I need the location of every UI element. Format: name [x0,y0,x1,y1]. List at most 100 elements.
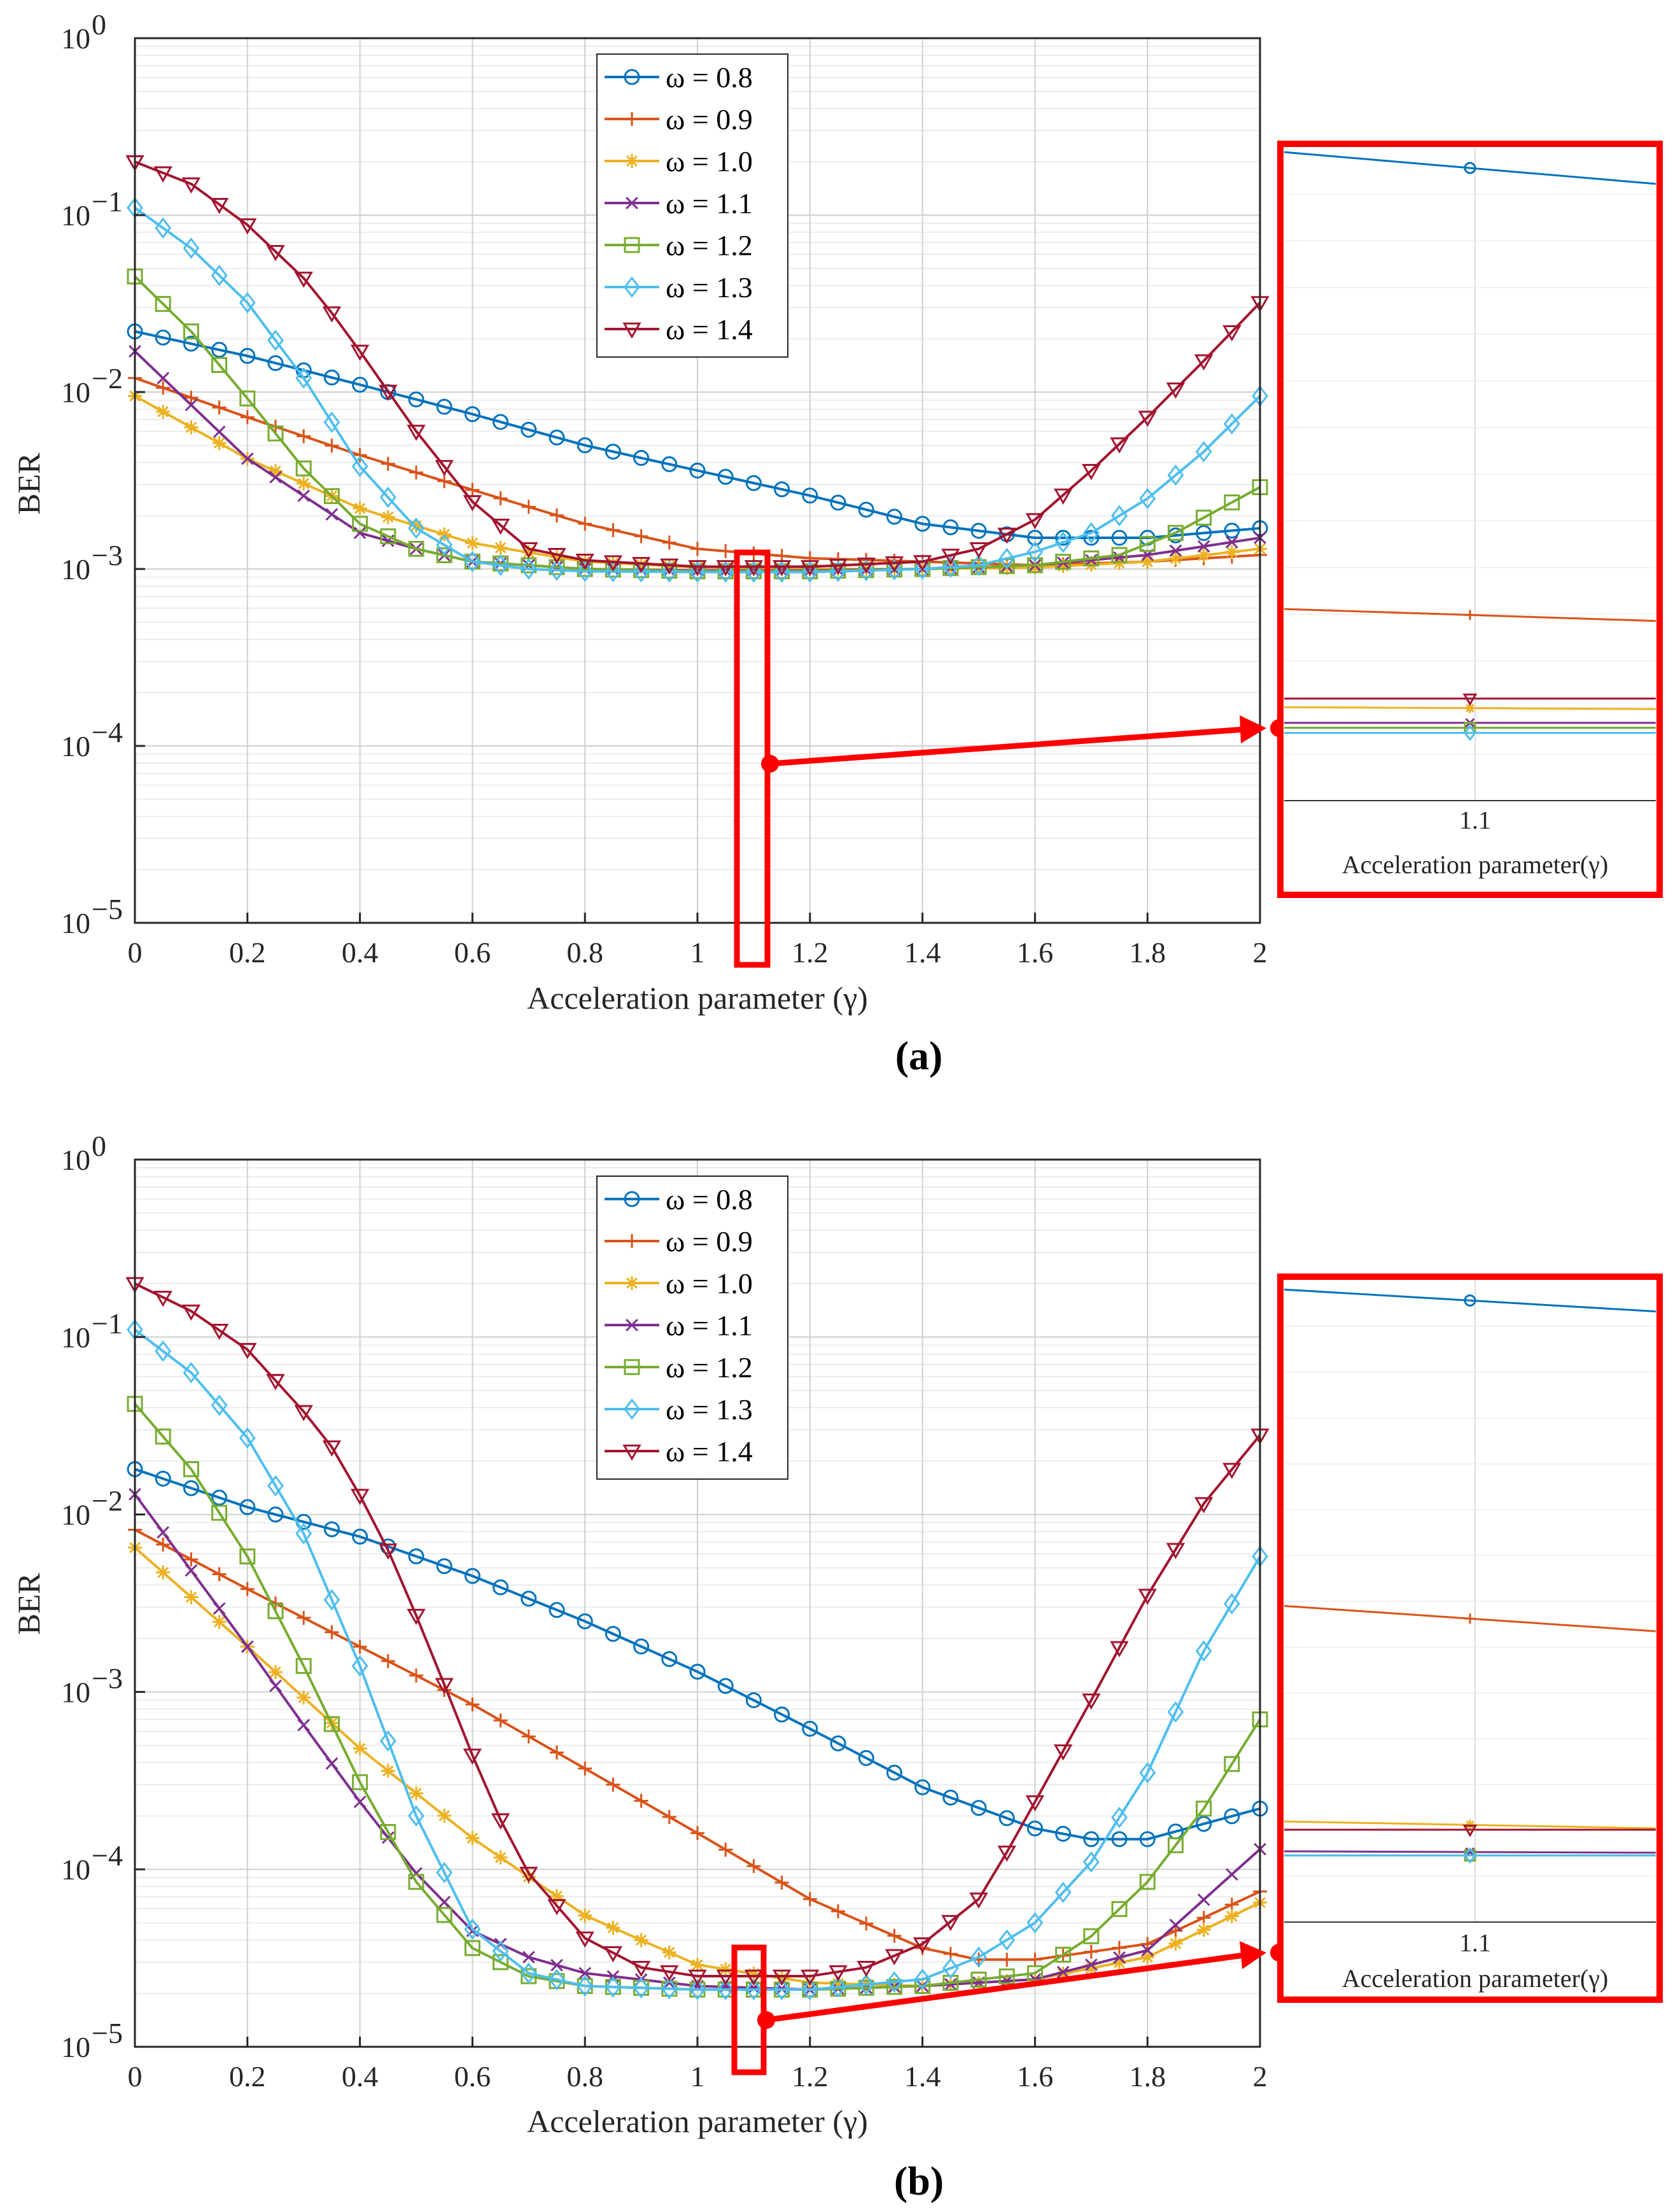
data-point [1055,554,1072,570]
data-point [716,560,735,577]
x-tick-label: 0.4 [342,936,379,969]
inset-series-omega-0.8 [1284,151,1656,185]
x-tick-label: 0.2 [229,2060,266,2093]
data-point [323,1716,340,1732]
data-point [240,410,255,425]
data-point [550,1958,563,1972]
data-point [662,535,676,550]
data-point [352,1528,368,1545]
data-point [493,1954,509,1970]
data-point [941,549,960,565]
y-tick-label: 10 [61,2031,90,2063]
data-point [829,559,848,575]
data-point [662,1976,676,1990]
data-point [325,439,339,453]
data-point [181,177,201,194]
data-point [1082,1851,1100,1873]
data-point [239,1548,256,1565]
series-omega-1.3 [127,197,1268,583]
x-tick-label: 2 [1253,2060,1268,2093]
data-point [267,425,284,442]
inset-series-omega-1.3 [1284,724,1656,741]
panel-b-label: (b) [894,2158,944,2203]
data-point [1083,1928,1100,1944]
y-tick-exponent: −4 [92,1839,123,1872]
panel-a-arrow-dot-start [761,755,779,773]
data-point [772,560,792,577]
data-point [1224,1756,1240,1772]
data-point [830,1976,846,1998]
data-point [1169,544,1182,558]
panel-b-xlabel: Acceleration parameter (γ) [527,2103,868,2139]
data-point [773,1979,790,2000]
series-line [134,1468,1261,1841]
data-point [1112,1941,1126,1955]
data-point [744,560,764,577]
data-point [1196,524,1212,541]
legend-marker [625,154,639,168]
series-line [134,330,1261,540]
data-point [577,560,594,582]
data-point [1026,530,1043,546]
panel-a-inset-xtick: 1.1 [1459,806,1491,834]
data-point [520,558,537,580]
data-point [267,1506,284,1523]
data-point [886,559,903,580]
data-point [1224,523,1240,539]
data-point [886,1971,903,1993]
data-point [1167,464,1184,486]
data-point [213,1602,226,1615]
data-point [942,1789,959,1806]
legend-item-omega-0.8: ω = 0.8 [605,1183,753,1216]
data-point [239,291,256,314]
data-point [661,1977,678,2000]
data-point [464,406,480,423]
legend-marker [624,1398,640,1420]
data-point [379,1543,398,1560]
data-point [549,429,565,446]
data-point [887,1978,902,1993]
x-tick-label: 0 [128,2060,143,2093]
series-line [134,1282,1261,1978]
data-point [745,561,762,583]
data-point [1084,1944,1098,1959]
data-point [716,1969,735,1986]
data-point [352,1774,368,1790]
data-point [1196,1923,1211,1937]
data-point [436,1558,452,1575]
data-point [491,519,510,535]
inset-series-omega-0.9 [1284,1604,1656,1632]
legend-item-omega-1.3: ω = 1.3 [605,271,753,304]
data-point [1025,513,1045,530]
data-point [745,1979,762,2000]
data-point [408,540,424,557]
data-point [746,561,761,575]
legend-label: ω = 0.9 [666,103,753,136]
data-point [155,1470,171,1487]
y-tick-exponent: −2 [92,1485,123,1517]
data-point [831,1904,845,1919]
data-point [998,547,1016,570]
legend-label: ω = 1.3 [666,1393,753,1426]
data-point [409,519,423,533]
legend-label: ω = 1.1 [666,187,753,220]
data-point [353,1639,367,1654]
data-point [464,1918,481,1940]
data-point [831,1976,845,1991]
data-point [297,1718,311,1732]
inset-series-omega-1.0 [1284,703,1656,713]
data-point [492,554,509,577]
inset-data-point [1465,1613,1475,1624]
y-tick-label: 10 [61,1676,90,1708]
data-point [690,542,704,556]
data-point [183,335,199,352]
data-point [998,1968,1015,1984]
data-point [1055,1946,1072,1963]
data-point [1139,1762,1156,1784]
data-point [294,271,313,288]
data-point [858,559,875,582]
y-tick-label: 10 [61,199,90,232]
data-point [436,1907,452,1923]
data-point [380,528,396,545]
